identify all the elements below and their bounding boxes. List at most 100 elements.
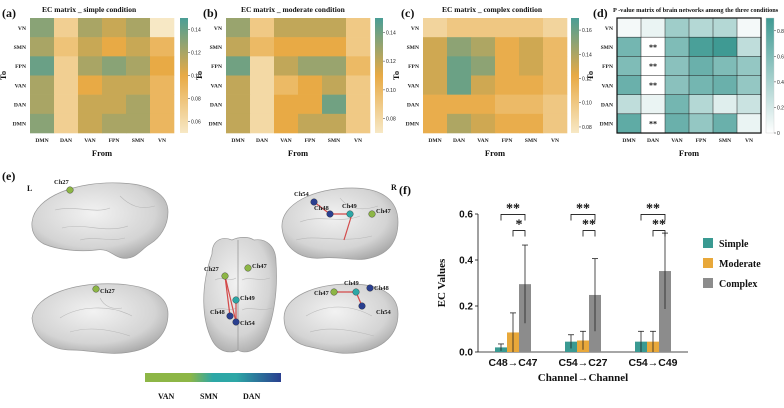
significance-marker: * bbox=[516, 218, 523, 233]
heatmap-cell bbox=[616, 17, 642, 38]
heatmap-cell bbox=[102, 37, 127, 57]
heatmap-cell bbox=[736, 113, 762, 134]
x-axis-title: From bbox=[485, 148, 505, 158]
heatmap-cell bbox=[736, 94, 762, 115]
heatmap-cell bbox=[322, 75, 347, 95]
x-tick-label: FPN bbox=[109, 138, 120, 144]
panel-a-title: EC matrix _ simple condition bbox=[42, 5, 137, 14]
colorbar-simple bbox=[180, 18, 188, 133]
y-tick-label: VAN bbox=[602, 83, 613, 89]
label-ch49-right: Ch49 bbox=[342, 203, 358, 210]
colorbar-tick-label: 0.14 bbox=[386, 30, 396, 36]
colorbar-tick-label: 0.06 bbox=[191, 120, 201, 126]
heatmap-cell bbox=[664, 36, 690, 57]
heatmap-cell bbox=[519, 37, 544, 57]
heatmap-cell bbox=[712, 113, 738, 134]
panel-label-f: (f) bbox=[399, 183, 411, 197]
x-tick-label: DMN bbox=[428, 138, 441, 144]
heatmap-cell bbox=[78, 75, 103, 95]
heatmap-cell bbox=[616, 94, 642, 115]
hemisphere-right-label: R bbox=[391, 183, 397, 192]
heatmap-cell bbox=[126, 113, 151, 134]
y-tick-label: DMN bbox=[406, 122, 419, 128]
heatmap-cell bbox=[471, 94, 496, 115]
x-axis-title: From bbox=[679, 148, 699, 158]
heatmap-cell bbox=[250, 18, 275, 38]
bar-chart: 0.0 0.2 0.4 0.6 EC Values Channel→ChannelC48→… bbox=[436, 201, 761, 384]
heatmap-cell bbox=[298, 94, 323, 115]
x-tick-label: DAN bbox=[647, 138, 659, 144]
significance-marker: ** bbox=[649, 81, 657, 90]
heatmap-cell bbox=[688, 75, 714, 96]
heatmap-cell bbox=[250, 113, 275, 134]
heatmap-cell bbox=[712, 56, 738, 77]
heatmap-complex: VN SMN FPN VAN DAN DMN DMN DAN VAN FPN SMN VN From To bbox=[391, 18, 568, 158]
y-axis-title: To bbox=[0, 71, 8, 80]
brain-left-lateral bbox=[31, 182, 169, 259]
heatmap-cell bbox=[616, 56, 642, 77]
x-tick-label: VAN bbox=[671, 138, 682, 144]
x-tick-label: SMN bbox=[719, 138, 731, 144]
colorbar-tick-label: 0.6 bbox=[777, 54, 784, 60]
heatmap-cell bbox=[712, 75, 738, 96]
heatmap-cell bbox=[298, 75, 323, 95]
panel-label-b: (b) bbox=[203, 6, 218, 20]
panel-b-title: EC matrix _ moderate condition bbox=[241, 5, 346, 14]
colorbar-pvalue bbox=[765, 17, 775, 134]
heatmap-cell bbox=[126, 94, 151, 115]
heatmap-cell bbox=[78, 56, 103, 76]
colorbar-complex bbox=[571, 18, 579, 133]
heatmap-cell bbox=[322, 56, 347, 76]
heatmap-cell bbox=[250, 75, 275, 95]
label-ch49-top: Ch49 bbox=[240, 295, 256, 302]
y-tick-label: VAN bbox=[408, 83, 419, 89]
channel-marker-ch49-right bbox=[346, 210, 354, 218]
heatmap-cell bbox=[226, 18, 251, 38]
heatmap-cell bbox=[664, 113, 690, 134]
y-tick-label: SMN bbox=[14, 45, 26, 51]
x-tick-label: DMN bbox=[231, 138, 244, 144]
heatmap-simple: VN SMN FPN VAN DAN DMN DMN DAN VAN FPN SMN VN From To bbox=[0, 18, 175, 158]
y-tick-label: DAN bbox=[210, 102, 222, 108]
label-ch27-lateral: Ch27 bbox=[54, 179, 70, 186]
heatmap-cell bbox=[226, 56, 251, 76]
x-tick-label: DMN bbox=[35, 138, 48, 144]
heatmap-cell bbox=[543, 94, 568, 115]
heatmap-cell bbox=[78, 94, 103, 115]
heatmap-cell bbox=[664, 94, 690, 115]
heatmap-cell bbox=[126, 37, 151, 57]
channel-marker-ch48-medial bbox=[366, 284, 374, 292]
legend-swatch bbox=[703, 258, 713, 268]
colorbar-tick-label: 0.08 bbox=[582, 125, 592, 131]
heatmap-cell bbox=[30, 18, 55, 38]
heatmap-cell bbox=[495, 56, 520, 76]
heatmap-cell bbox=[688, 36, 714, 57]
x-tick-label: VN bbox=[745, 138, 753, 144]
y-tick-label: DMN bbox=[209, 122, 222, 128]
x-tick-label: DMN bbox=[622, 138, 635, 144]
y-tick-label: FPN bbox=[408, 64, 419, 70]
label-ch54-right: Ch54 bbox=[294, 191, 310, 198]
heatmap-cell bbox=[640, 94, 666, 115]
significance-marker: ** bbox=[649, 62, 657, 71]
channel-marker-ch49-top bbox=[232, 296, 240, 304]
significance-marker: ** bbox=[649, 43, 657, 52]
panel-label-a: (a) bbox=[2, 6, 16, 20]
heatmap-cell bbox=[150, 56, 175, 76]
y-tick-label: VAN bbox=[211, 83, 222, 89]
channel-marker-ch54-right bbox=[310, 198, 318, 206]
heatmap-cell bbox=[54, 56, 79, 76]
heatmap-cell bbox=[519, 18, 544, 38]
heatmap-cell bbox=[102, 18, 127, 38]
heatmap-cell bbox=[519, 75, 544, 95]
heatmap-cell bbox=[346, 113, 371, 134]
network-color-bar bbox=[145, 373, 281, 382]
label-ch49-medial: Ch49 bbox=[344, 280, 360, 287]
x-tick-label: DAN bbox=[256, 138, 268, 144]
heatmap-cell bbox=[78, 37, 103, 57]
x-axis-title: From bbox=[288, 148, 308, 158]
y-tick-label: DAN bbox=[601, 102, 613, 108]
heatmap-cell bbox=[471, 113, 496, 134]
heatmap-cell bbox=[126, 18, 151, 38]
colorbar-tick-label: 0.14 bbox=[191, 28, 201, 34]
